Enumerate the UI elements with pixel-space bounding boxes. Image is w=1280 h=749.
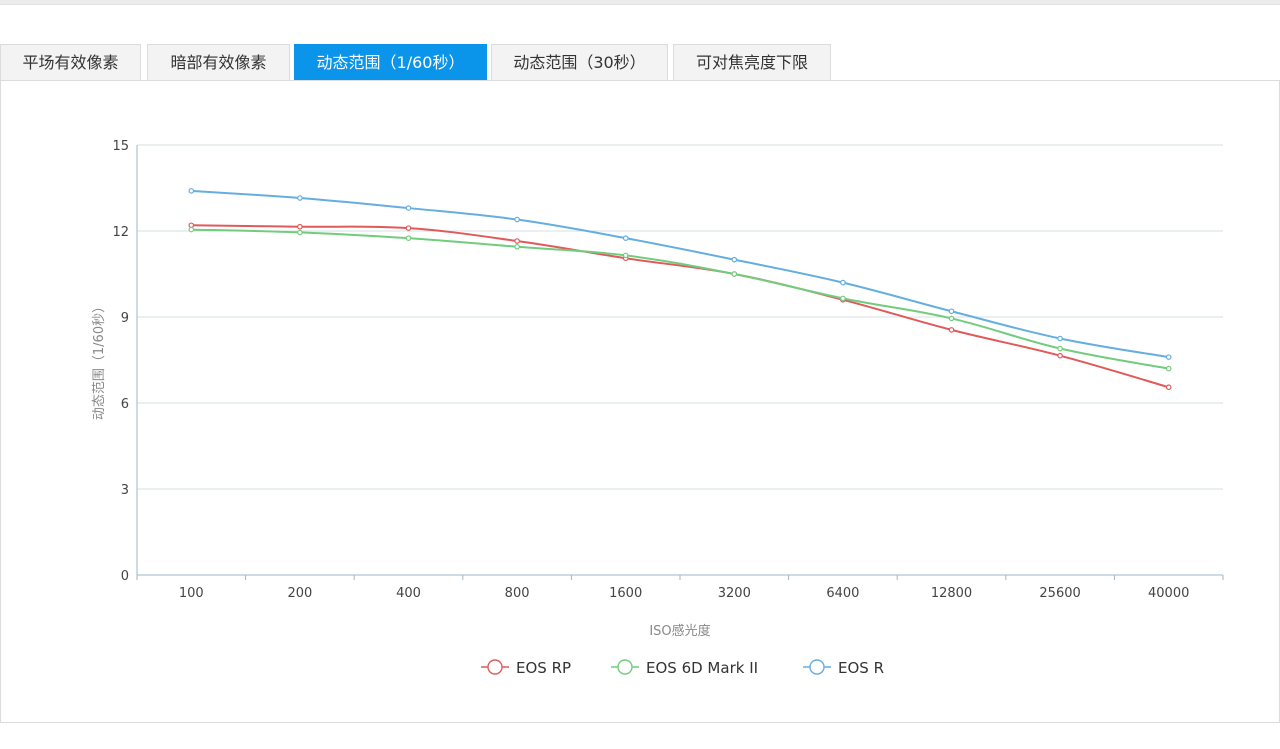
data-point: [405, 225, 412, 231]
x-tick-label: 200: [287, 586, 312, 601]
legend: EOS RP EOS 6D Mark II EOS R: [481, 659, 884, 677]
axes: 0 3 6 9 12 15 100 200 400 800 1600 3200 6400 12800 256…: [112, 139, 1224, 601]
tab-dynamic-range-1-60s[interactable]: 动态范围（1/60秒）: [294, 44, 487, 80]
y-tick-label: 6: [121, 397, 129, 412]
x-tick-label: 6400: [826, 586, 859, 601]
x-tick-label: 12800: [931, 586, 972, 601]
tab-dark-effective-pixels[interactable]: 暗部有效像素: [147, 44, 290, 80]
legend-label: EOS R: [838, 659, 884, 677]
series-line: [191, 228, 1169, 370]
data-point: [1165, 384, 1172, 391]
data-point: [514, 243, 520, 250]
series-line: [191, 189, 1169, 359]
data-point: [948, 327, 955, 333]
data-point: [731, 256, 738, 263]
legend-label: EOS 6D Mark II: [646, 659, 758, 677]
legend-label: EOS RP: [516, 659, 571, 677]
x-axis-title: ISO感光度: [649, 623, 710, 639]
x-tick-label: 400: [396, 586, 421, 601]
data-point: [731, 271, 738, 277]
y-axis-title: 动态范围（1/60秒）: [92, 300, 107, 420]
data-point: [1057, 352, 1063, 359]
y-tick-label: 0: [121, 569, 129, 584]
data-point: [1057, 335, 1063, 342]
x-tick-label: 25600: [1039, 586, 1080, 601]
y-tick-label: 3: [121, 483, 129, 498]
data-point: [1057, 345, 1063, 352]
data-point: [1165, 365, 1172, 372]
x-tick-label: 100: [179, 586, 204, 601]
data-point: [1165, 354, 1172, 360]
data-point: [514, 238, 520, 244]
data-point: [622, 235, 629, 241]
data-point: [840, 295, 846, 302]
x-tick-label: 40000: [1148, 586, 1189, 601]
tab-focus-brightness-limit[interactable]: 可对焦亮度下限: [673, 44, 831, 80]
tab-bar: 平场有效像素 暗部有效像素 动态范围（1/60秒） 动态范围（30秒） 可对焦亮…: [0, 44, 1280, 81]
tab-dynamic-range-30s[interactable]: 动态范围（30秒）: [491, 44, 668, 80]
x-tick-label: 3200: [718, 586, 751, 601]
data-point: [297, 223, 303, 230]
top-divider: [0, 0, 1280, 5]
tab-flat-effective-pixels[interactable]: 平场有效像素: [0, 44, 141, 80]
series-line: [191, 224, 1169, 389]
line-chart: 0 3 6 9 12 15 100 200 400 800 1600 3200 6400 12800 256…: [92, 139, 1224, 677]
data-point: [840, 279, 846, 286]
data-point: [405, 205, 412, 211]
y-tick-label: 15: [112, 139, 129, 154]
data-point: [297, 229, 303, 236]
data-point: [948, 315, 955, 322]
series-lines: [188, 188, 1172, 391]
data-point: [297, 195, 303, 201]
y-tick-label: 9: [121, 311, 129, 326]
legend-marker: [487, 659, 503, 675]
grid-lines: [137, 144, 1223, 576]
legend-marker: [809, 659, 825, 675]
data-point: [948, 308, 955, 315]
data-point: [514, 216, 520, 223]
legend-marker: [617, 659, 633, 675]
data-point: [405, 235, 412, 241]
data-point: [188, 226, 195, 233]
data-point: [622, 252, 629, 259]
data-point: [188, 188, 195, 194]
x-tick-label: 1600: [609, 586, 642, 601]
chart-panel: 0 3 6 9 12 15 100 200 400 800 1600 3200 6400 12800 256…: [0, 80, 1280, 723]
x-tick-label: 800: [505, 586, 530, 601]
y-tick-label: 12: [112, 225, 129, 240]
